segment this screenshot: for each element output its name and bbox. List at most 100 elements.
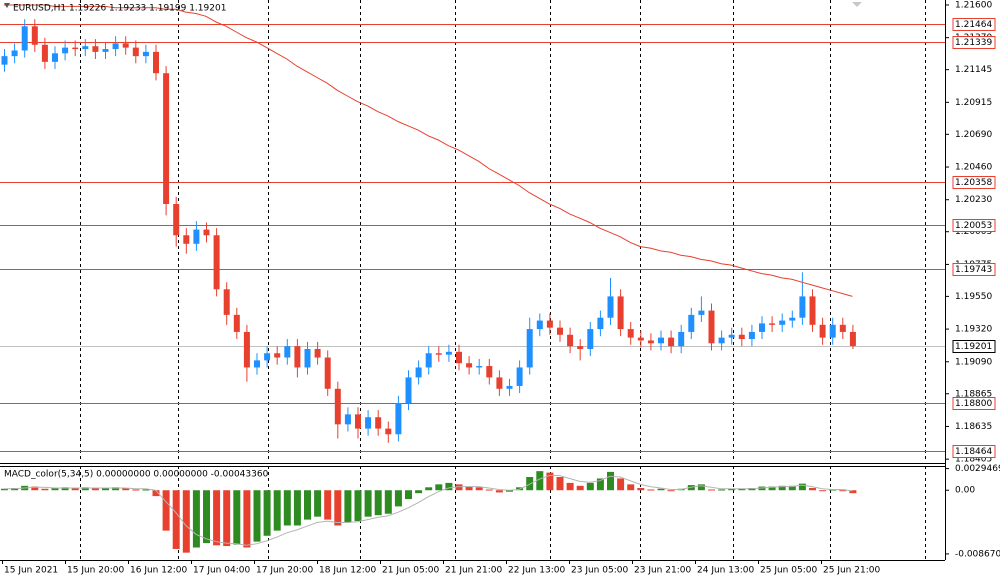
candle-body: [183, 235, 190, 244]
candle-body: [82, 46, 89, 50]
macd-bar: [576, 485, 584, 491]
y-tick-label: 1.19090: [955, 357, 992, 367]
candle-body: [476, 366, 483, 368]
candle-body: [142, 51, 149, 57]
macd-bar: [213, 490, 221, 546]
x-tick-label: 25 Jun 21:00: [823, 566, 880, 576]
level-label: 1.18800: [955, 399, 992, 409]
candle-body: [284, 346, 291, 358]
candle-body: [344, 414, 351, 425]
candle-body: [264, 353, 271, 361]
macd-bar: [384, 490, 392, 514]
candle-body: [728, 334, 735, 338]
candle-body: [789, 317, 796, 321]
macd-bar: [223, 490, 231, 547]
candle-body: [173, 203, 180, 236]
macd-bar: [556, 477, 564, 491]
macd-bar: [405, 490, 412, 500]
symbol-icon: [4, 3, 10, 8]
macd-bar: [617, 478, 625, 491]
candle-body: [647, 340, 654, 344]
candle-body: [557, 327, 563, 335]
macd-bar: [708, 489, 715, 491]
candle-body: [759, 323, 765, 332]
candle-body: [294, 346, 301, 368]
macd-bar: [314, 490, 322, 517]
level-label: 1.21464: [955, 20, 992, 30]
candle-body: [304, 348, 311, 368]
macd-bar: [324, 490, 332, 520]
macd-bar: [122, 488, 130, 491]
macd-bar: [667, 490, 675, 492]
candle-body: [637, 337, 644, 341]
candle-body: [839, 324, 846, 332]
level-label-box: [952, 18, 996, 31]
candle-body: [809, 296, 816, 325]
candle-body: [385, 428, 392, 435]
macd-bar: [506, 490, 513, 492]
candle-body: [334, 388, 341, 425]
candle-body: [516, 367, 523, 386]
macd-bar: [495, 490, 503, 493]
candle-body: [779, 320, 786, 325]
x-tick-label: 23 Jun 05:00: [571, 566, 628, 576]
level-label: 1.19743: [955, 265, 992, 275]
x-tick-label: 17 Jun 20:00: [256, 566, 313, 576]
x-tick-label: 15 Jun 20:00: [67, 566, 124, 576]
y-tick-label: 0.0029469: [955, 464, 1000, 474]
y-tick-label: 1.21145: [955, 65, 992, 75]
candle-body: [31, 26, 38, 45]
candle-body: [213, 235, 220, 290]
candle-body: [92, 46, 99, 52]
x-tick-label: 18 Jun 12:00: [319, 566, 376, 576]
y-tick-label: 1.20005: [955, 227, 992, 237]
y-tick-label: 1.19320: [955, 325, 992, 335]
candle-body: [132, 47, 139, 57]
x-tick-label: 24 Jun 13:00: [697, 566, 754, 576]
candle-body: [658, 337, 664, 344]
chart-title: EURUSD,H1 1.19226 1.19233 1.19199 1.1920…: [13, 4, 226, 14]
signal-line: [4, 475, 853, 546]
macd-bar: [364, 490, 372, 517]
candle-body: [122, 43, 129, 48]
macd-pane: [1, 466, 926, 560]
macd-bar: [273, 490, 281, 531]
candle-body: [466, 363, 473, 368]
macd-bar: [102, 488, 109, 491]
level-label: 1.20053: [955, 221, 992, 231]
candle-body: [314, 348, 321, 358]
macd-bar: [283, 490, 291, 526]
macd-bar: [809, 488, 816, 491]
macd-bar: [415, 490, 423, 494]
candle-body: [324, 357, 331, 389]
macd-bar: [485, 489, 493, 491]
x-tick-label: 21 Jun 05:00: [382, 566, 439, 576]
price-pane: [0, 0, 945, 462]
candle-body: [112, 43, 119, 50]
y-tick-label: 1.20460: [955, 163, 992, 173]
candle-body: [52, 53, 58, 62]
last-price-label: 1.19201: [955, 342, 992, 352]
macd-bar: [1, 488, 8, 491]
candle-body: [819, 324, 826, 338]
macd-bar: [596, 478, 604, 491]
level-label-box: [952, 36, 996, 49]
x-tick-label: 23 Jun 21:00: [634, 566, 691, 576]
candle-body: [617, 296, 624, 330]
candle-body: [678, 331, 685, 347]
candle-body: [445, 351, 452, 355]
macd-bar: [112, 487, 120, 491]
macd-bar: [142, 489, 150, 491]
macd-bar: [51, 488, 59, 491]
candle-body: [567, 334, 574, 347]
candle-body: [769, 323, 776, 325]
macd-bar: [71, 488, 79, 491]
candle-body: [223, 289, 230, 315]
moving-average: [4, 4, 853, 297]
macd-bar: [455, 484, 463, 491]
y-tick-label: 1.20915: [955, 98, 992, 108]
macd-bar: [172, 490, 180, 549]
x-tick-label: 21 Jun 21:00: [445, 566, 502, 576]
